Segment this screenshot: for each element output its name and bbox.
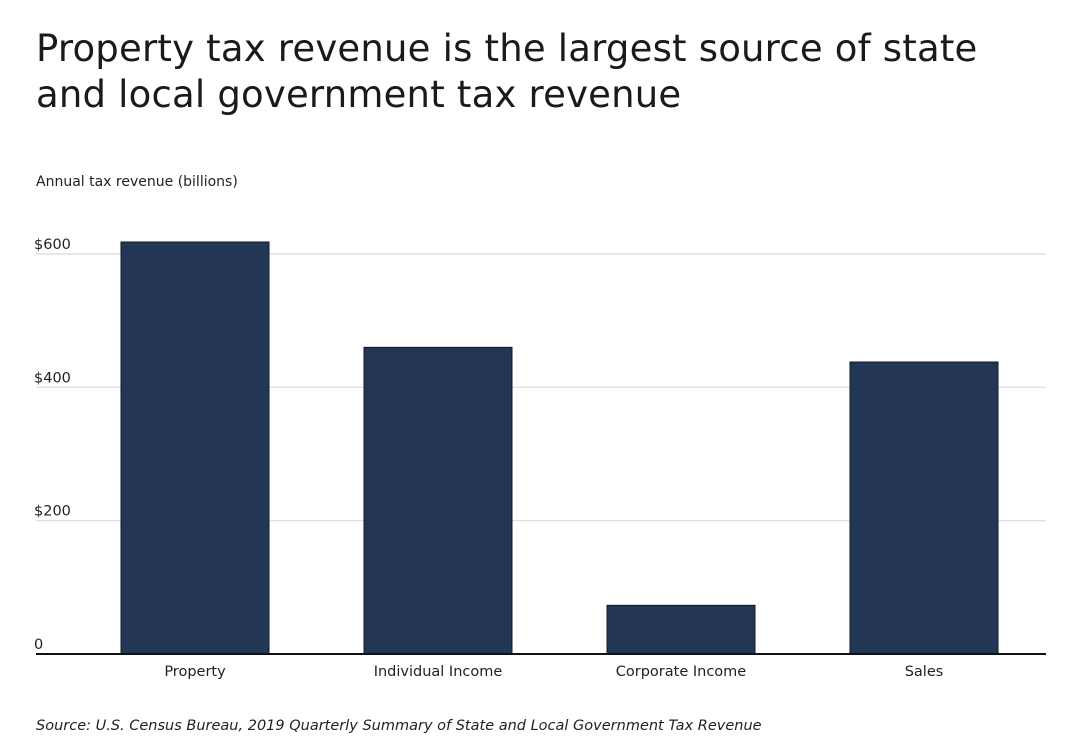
- x-tick-label: Individual Income: [374, 664, 503, 680]
- y-tick-label: $400: [34, 370, 71, 386]
- y-tick-label: 0: [34, 637, 43, 653]
- bar-sales: [849, 361, 999, 655]
- y-axis-label: Annual tax revenue (billions): [36, 174, 238, 190]
- bar-individual-income: [363, 346, 513, 655]
- bar-corporate-income: [606, 604, 756, 655]
- y-tick-label: $200: [34, 504, 71, 520]
- chart-title: Property tax revenue is the largest sour…: [36, 27, 978, 116]
- y-tick-label: $600: [34, 237, 71, 253]
- x-tick-label: Property: [164, 664, 226, 680]
- x-tick-label: Corporate Income: [616, 664, 747, 680]
- bar-property: [120, 241, 270, 655]
- x-tick-label: Sales: [905, 664, 944, 680]
- source-note: Source: U.S. Census Bureau, 2019 Quarter…: [36, 718, 762, 734]
